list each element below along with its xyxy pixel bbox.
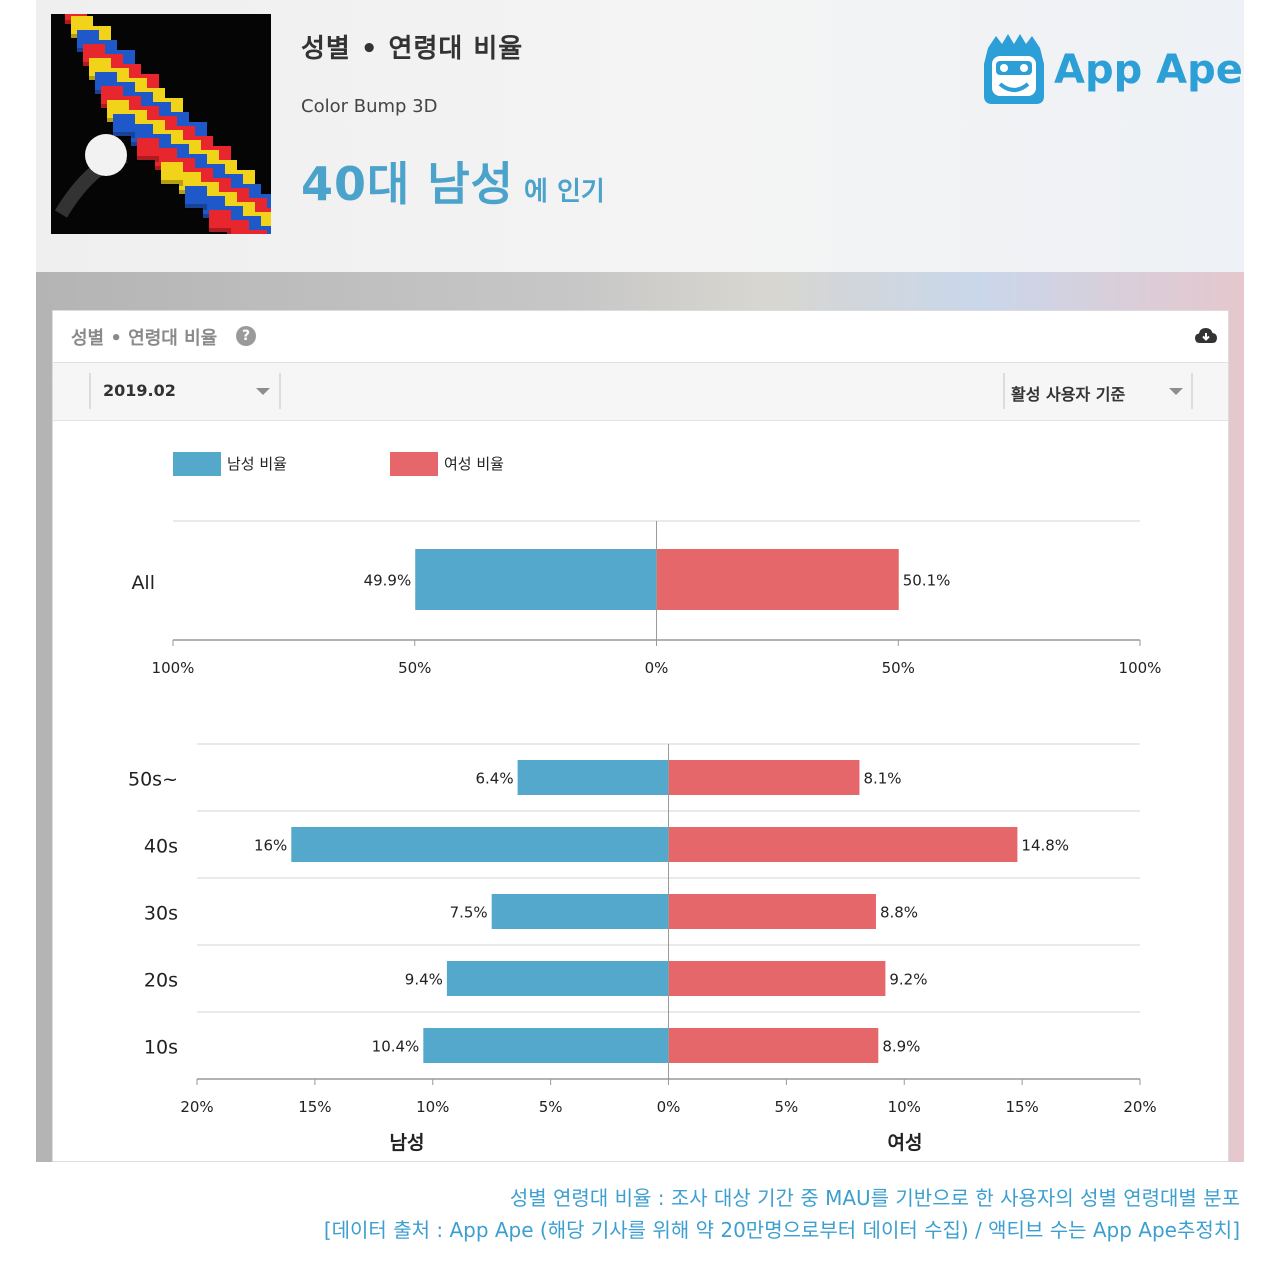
basis-select[interactable]: 활성 사용자 기준 [1011, 385, 1126, 404]
data-label-female-40s: 14.8% [1021, 837, 1069, 855]
divider [1191, 373, 1193, 409]
bar-female-10s [668, 1028, 879, 1063]
data-label-male-50s~: 6.4% [476, 770, 514, 788]
category-label-40s: 40s [144, 836, 178, 858]
x-tick-label: 0% [657, 1098, 681, 1116]
icon-cube-shade [137, 156, 159, 162]
headline: 40대 남성 에 인기 [301, 148, 605, 214]
category-label-10s: 10s [144, 1037, 178, 1059]
icon-cube [113, 114, 135, 136]
icon-cube-shade [185, 204, 207, 210]
x-tick-label: 50% [398, 659, 431, 677]
panel-title: 성별 • 연령대 비율 [71, 328, 218, 349]
x-tick-label: 15% [298, 1098, 331, 1116]
divider [89, 373, 91, 409]
gender-age-chart: 남성 비율 여성 비율 100% 50% 0% 50% 100% 49.9% 50.1% All 2… [128, 452, 1162, 1154]
icon-cube-shade [113, 132, 135, 138]
data-label-female-50s~: 8.1% [863, 770, 901, 788]
bar-male-10s [423, 1028, 669, 1063]
x-tick-label: 20% [180, 1098, 213, 1116]
chevron-down-icon[interactable] [1169, 388, 1183, 395]
data-label-female-10s: 8.9% [882, 1038, 920, 1056]
category-label-all: All [131, 572, 155, 594]
category-label-50s~: 50s~ [128, 769, 178, 791]
ape-logo-icon [984, 34, 1044, 104]
icon-cube-shade [209, 228, 231, 234]
cloud-download-icon[interactable] [1194, 325, 1218, 347]
icon-cube [227, 220, 249, 234]
divider [279, 373, 281, 409]
legend-label-female: 여성 비율 [444, 455, 504, 473]
bar-male-all [415, 549, 657, 610]
data-label-male-30s: 7.5% [450, 904, 488, 922]
help-icon[interactable]: ? [236, 326, 256, 346]
x-tick-label: 5% [774, 1098, 798, 1116]
month-select[interactable]: 2019.02 [103, 381, 176, 400]
data-label-female-all: 50.1% [903, 572, 951, 590]
panel-header: 성별 • 연령대 비율 ? [53, 311, 1228, 363]
x-tick-label: 20% [1123, 1098, 1156, 1116]
icon-cube [137, 138, 159, 160]
app-icon [51, 14, 271, 234]
data-label-male-10s: 10.4% [372, 1038, 420, 1056]
data-label-male-20s: 9.4% [405, 971, 443, 989]
legend-swatch-male [173, 452, 221, 476]
caption-line-1: 성별 연령대 비율 : 조사 대상 기간 중 MAU를 기반으로 한 사용자의 … [509, 1186, 1240, 1210]
x-tick-label: 0% [645, 659, 669, 677]
icon-ball [85, 134, 127, 176]
category-label-20s: 20s [144, 970, 178, 992]
app-name: Color Bump 3D [301, 96, 438, 117]
bar-female-50s~ [668, 760, 860, 795]
axis-label-male: 남성 [390, 1132, 425, 1154]
bar-male-30s [491, 894, 669, 929]
icon-cube [185, 186, 207, 208]
icon-cube-shade [161, 180, 183, 186]
bar-male-20s [446, 961, 669, 996]
report-header: 성별 • 연령대 비율 Color Bump 3D 40대 남성 에 인기 App… [36, 0, 1244, 272]
x-tick-label: 10% [416, 1098, 449, 1116]
x-tick-label: 50% [882, 659, 915, 677]
brand-name: App Ape [1054, 47, 1243, 93]
x-tick-label: 100% [1119, 659, 1162, 677]
brand-logo: App Ape [982, 34, 1243, 106]
x-tick-label: 5% [539, 1098, 563, 1116]
legend-label-male: 남성 비율 [227, 455, 287, 473]
data-label-male-all: 49.9% [364, 572, 412, 590]
legend-swatch-female [390, 452, 438, 476]
x-tick-label: 15% [1005, 1098, 1038, 1116]
headline-suffix: 에 인기 [524, 177, 605, 207]
x-tick-label: 100% [152, 659, 195, 677]
bar-female-30s [668, 894, 876, 929]
data-label-female-30s: 8.8% [880, 904, 918, 922]
report-title: 성별 • 연령대 비율 [301, 34, 524, 64]
filter-bar: 2019.02 활성 사용자 기준 [53, 363, 1228, 421]
data-label-male-40s: 16% [254, 837, 287, 855]
bar-female-40s [668, 827, 1018, 862]
divider [1003, 373, 1005, 409]
bar-male-50s~ [517, 760, 669, 795]
axis-label-female: 여성 [888, 1132, 923, 1154]
headline-main: 40대 남성 [301, 157, 514, 211]
icon-cube [245, 230, 267, 234]
chevron-down-icon[interactable] [256, 388, 270, 395]
category-label-30s: 30s [144, 903, 178, 925]
icon-cube [209, 210, 231, 232]
caption: 성별 연령대 비율 : 조사 대상 기간 중 MAU를 기반으로 한 사용자의 … [324, 1182, 1240, 1246]
data-label-female-20s: 9.2% [889, 971, 927, 989]
bar-female-all [656, 549, 899, 610]
chart-panel: 성별 • 연령대 비율 ? 2019.02 활성 사용자 기준 [52, 310, 1229, 1162]
icon-cube [161, 162, 183, 184]
caption-line-2: [데이터 출처 : App Ape (해당 기사를 위해 약 20만명으로부터 … [323, 1218, 1240, 1242]
bar-male-40s [291, 827, 669, 862]
bar-female-20s [668, 961, 886, 996]
x-tick-label: 10% [888, 1098, 921, 1116]
